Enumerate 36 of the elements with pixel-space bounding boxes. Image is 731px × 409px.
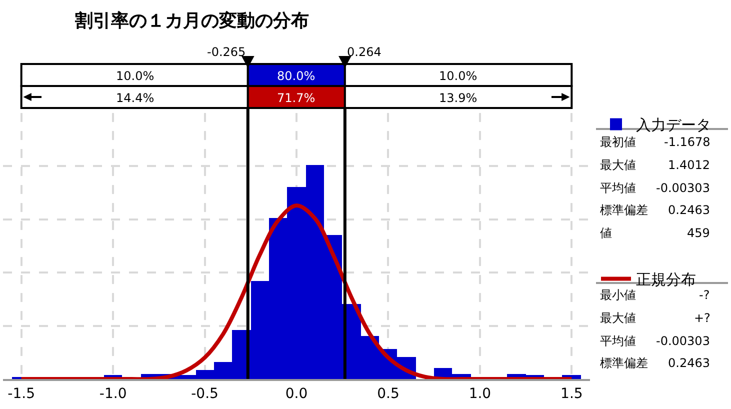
text: 値: [600, 226, 612, 240]
x-tick-label: 1.5: [560, 386, 583, 402]
x-tick-label: 1.0: [468, 386, 492, 402]
text: 最小値: [600, 288, 636, 302]
text: 1.4012: [668, 158, 710, 172]
text: 0.2463: [668, 203, 710, 217]
text: 14.4%: [116, 91, 154, 105]
text: 最初値: [600, 135, 636, 149]
text: 10.0%: [439, 69, 478, 83]
text: 最大値: [600, 311, 636, 325]
legend-label: 正規分布: [636, 270, 696, 289]
text: 71.7%: [277, 91, 316, 105]
x-tick-label: 0.0: [285, 386, 308, 402]
text: 459: [687, 226, 710, 240]
ref-line-label: 0.264: [347, 45, 382, 59]
x-tick-label: -1.5: [8, 386, 36, 402]
text: -0.00303: [656, 334, 710, 348]
text: 平均値: [600, 181, 636, 195]
x-tick-label: 0.5: [377, 386, 400, 402]
text: -0.00303: [656, 181, 710, 195]
text: 最大値: [600, 158, 636, 172]
text: 標準偏差: [600, 203, 648, 217]
text: +?: [694, 311, 710, 325]
text: 0.2463: [668, 356, 710, 370]
ref-line-label: -0.265: [207, 45, 246, 59]
text: -?: [699, 288, 710, 302]
x-tick-label: -0.5: [191, 386, 218, 402]
text: 80.0%: [277, 69, 316, 83]
text: 13.9%: [439, 91, 478, 105]
legend-label: 入力データ: [636, 116, 711, 134]
text: -1.1678: [664, 135, 710, 149]
x-tick-label: -1.0: [99, 386, 127, 402]
text: 平均値: [600, 334, 636, 348]
chart-title: 割引率の１カ月の変動の分布: [74, 10, 309, 32]
text: 10.0%: [116, 69, 154, 83]
text: 標準偏差: [600, 356, 648, 370]
